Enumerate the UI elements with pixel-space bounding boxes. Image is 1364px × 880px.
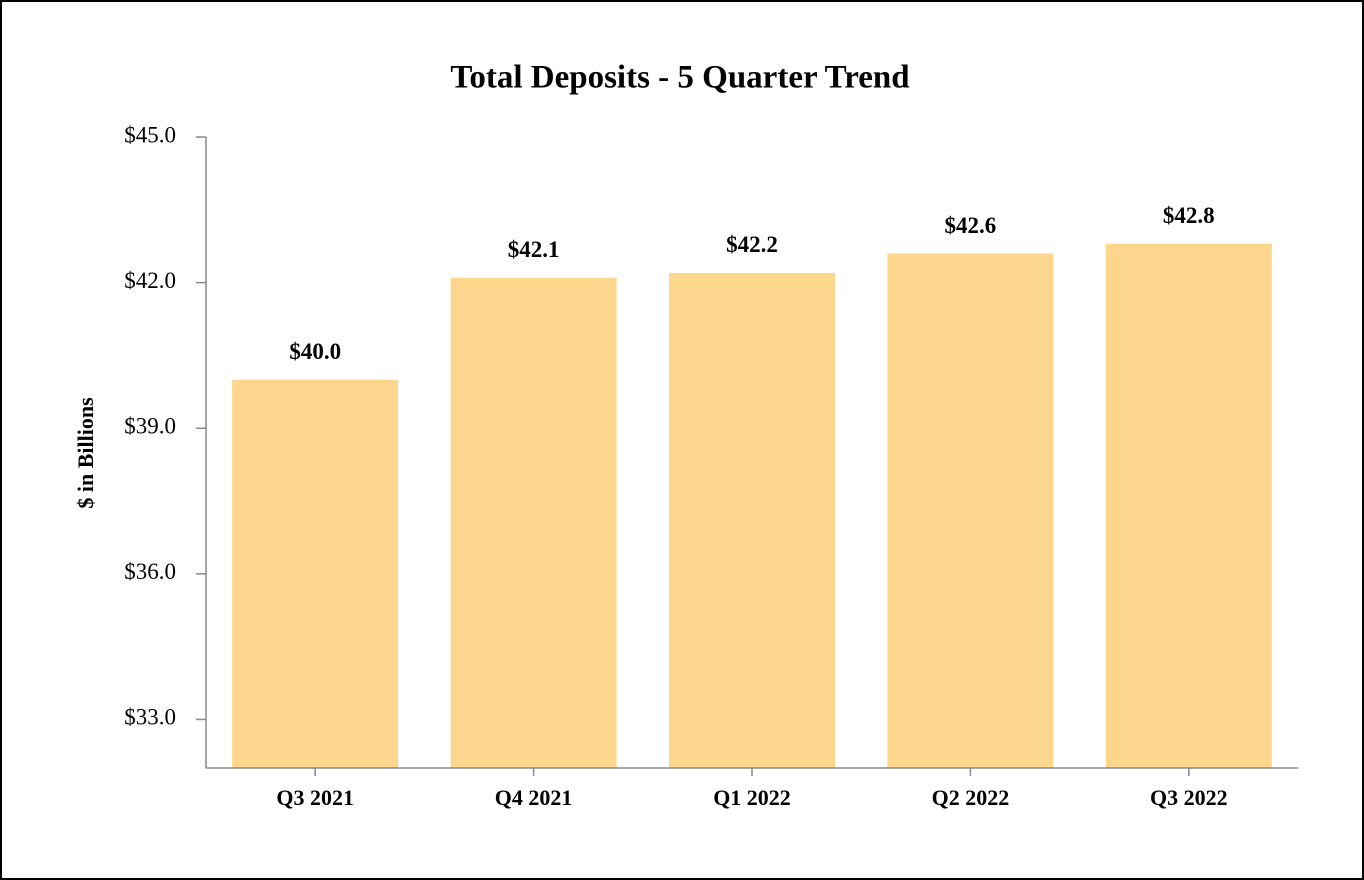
y-tick-label: $42.0 (124, 268, 176, 293)
value-label: $42.1 (508, 237, 560, 262)
value-label: $40.0 (289, 339, 341, 364)
bar (887, 253, 1054, 768)
x-tick-label: Q2 2022 (932, 785, 1010, 810)
bar (450, 277, 617, 768)
value-label: $42.2 (726, 232, 778, 257)
chart-title: Total Deposits - 5 Quarter Trend (450, 60, 909, 96)
y-tick-label: $33.0 (124, 705, 176, 730)
bar (669, 272, 835, 768)
x-tick-label: Q3 2021 (276, 785, 354, 810)
y-tick-label: $45.0 (124, 122, 176, 147)
value-label: $42.6 (945, 213, 997, 238)
x-tick-label: Q3 2022 (1150, 785, 1228, 810)
value-label: $42.8 (1163, 203, 1215, 228)
y-tick-label: $39.0 (124, 414, 176, 439)
y-tick-label: $36.0 (124, 559, 176, 584)
x-tick-label: Q1 2022 (713, 785, 791, 810)
plot-area (232, 243, 1272, 769)
bar (232, 379, 399, 768)
bar (1105, 243, 1272, 769)
y-axis-label: $ in Billions (73, 397, 98, 509)
x-tick-label: Q4 2021 (495, 785, 573, 810)
